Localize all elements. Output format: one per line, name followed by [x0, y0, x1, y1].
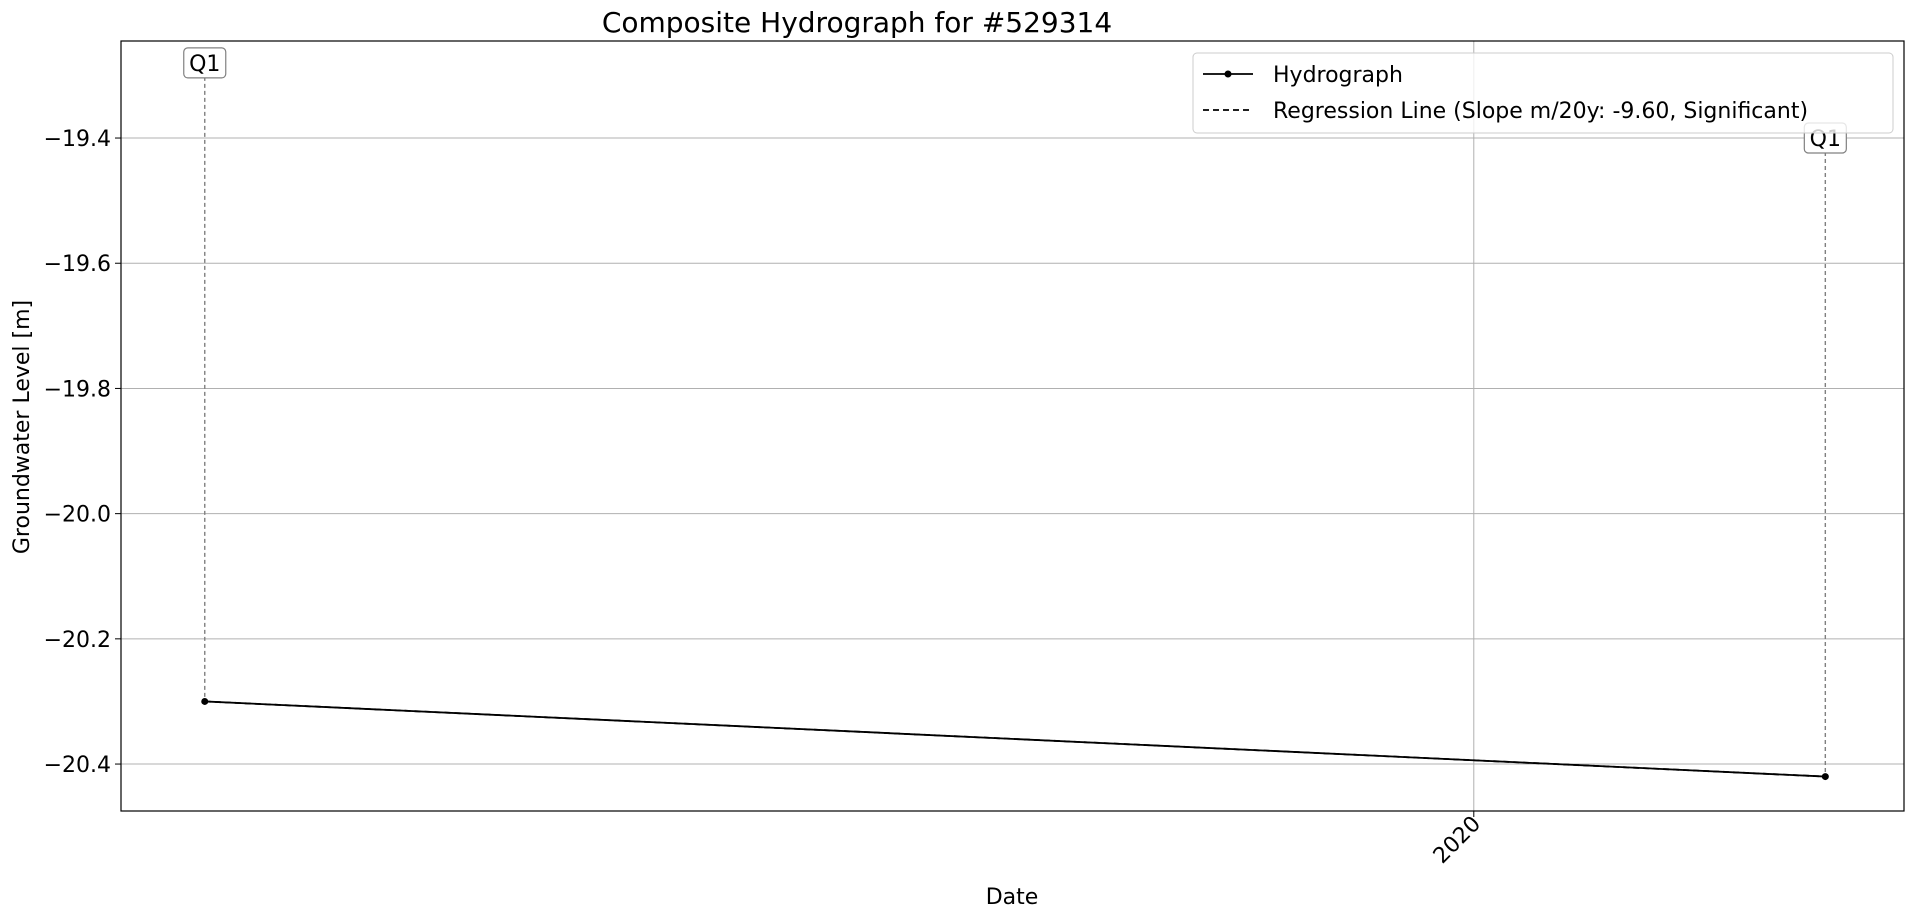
y-axis-title: Groundwater Level [m]	[10, 300, 35, 554]
y-tick-label: −20.2	[44, 628, 111, 653]
x-axis-title: Date	[986, 885, 1039, 910]
chart-title: Composite Hydrograph for #529314	[602, 6, 1112, 39]
legend-label-hydrograph: Hydrograph	[1273, 63, 1403, 88]
plot-frame	[120, 40, 1905, 812]
grid-layer	[121, 41, 1904, 811]
annotation-label-box	[183, 47, 227, 79]
annotation-label: Q1	[189, 52, 220, 77]
y-tick-label: −19.8	[44, 377, 111, 402]
y-tick-label: −20.0	[44, 503, 111, 528]
annotation-line-layer	[204, 62, 1827, 777]
legend-box	[1192, 52, 1894, 134]
regression-line	[204, 700, 1826, 778]
y-tick-label: −19.6	[44, 252, 111, 277]
series-layer	[201, 697, 1829, 781]
legend-label-regression: Regression Line (Slope m/20y: -9.60, Sig…	[1273, 99, 1808, 124]
legend-hydrograph-marker	[1224, 70, 1232, 78]
y-tick-label: −20.4	[44, 753, 111, 778]
y-tick-label: −19.4	[44, 127, 111, 152]
legend: Hydrograph Regression Line (Slope m/20y:…	[1192, 52, 1894, 134]
